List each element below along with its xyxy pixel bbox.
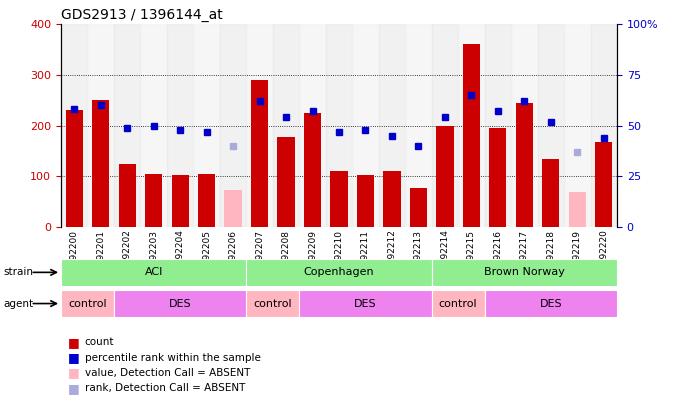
Text: ■: ■ xyxy=(68,336,79,349)
Bar xyxy=(193,24,220,227)
Bar xyxy=(353,24,379,227)
Bar xyxy=(330,171,348,227)
Bar xyxy=(463,44,480,227)
Bar xyxy=(485,24,511,227)
Bar xyxy=(198,174,215,227)
Bar xyxy=(299,24,325,227)
Bar xyxy=(538,24,564,227)
Bar xyxy=(511,24,538,227)
Bar xyxy=(87,24,114,227)
Bar xyxy=(172,175,188,227)
Bar xyxy=(114,290,246,317)
Text: DES: DES xyxy=(540,298,562,309)
Bar xyxy=(490,128,506,227)
Text: DES: DES xyxy=(169,298,191,309)
Text: percentile rank within the sample: percentile rank within the sample xyxy=(85,353,260,362)
Text: Copenhagen: Copenhagen xyxy=(304,267,374,277)
Bar xyxy=(595,142,612,227)
Text: strain: strain xyxy=(3,267,33,277)
Bar xyxy=(273,24,299,227)
Bar xyxy=(410,188,427,227)
Text: control: control xyxy=(254,298,292,309)
Bar xyxy=(114,24,140,227)
Bar xyxy=(119,164,136,227)
Bar xyxy=(220,24,246,227)
Bar xyxy=(145,174,162,227)
Bar xyxy=(140,24,167,227)
Bar xyxy=(325,24,353,227)
Bar xyxy=(564,24,591,227)
Bar xyxy=(246,259,432,286)
Text: control: control xyxy=(68,298,107,309)
Text: value, Detection Call = ABSENT: value, Detection Call = ABSENT xyxy=(85,368,250,378)
Bar xyxy=(432,24,458,227)
Bar xyxy=(66,111,83,227)
Bar xyxy=(61,259,246,286)
Bar xyxy=(591,24,617,227)
Bar xyxy=(246,290,299,317)
Bar xyxy=(569,192,586,227)
Bar xyxy=(357,175,374,227)
Bar xyxy=(437,126,454,227)
Bar xyxy=(383,171,401,227)
Bar xyxy=(92,100,109,227)
Bar xyxy=(516,103,533,227)
Bar xyxy=(379,24,405,227)
Text: rank, Detection Call = ABSENT: rank, Detection Call = ABSENT xyxy=(85,384,245,393)
Text: count: count xyxy=(85,337,115,347)
Bar xyxy=(458,24,485,227)
Text: Brown Norway: Brown Norway xyxy=(484,267,565,277)
Text: ACI: ACI xyxy=(144,267,163,277)
Bar xyxy=(542,160,559,227)
Bar xyxy=(61,290,114,317)
Bar xyxy=(251,80,268,227)
Bar xyxy=(61,24,87,227)
Bar xyxy=(432,259,617,286)
Bar xyxy=(405,24,432,227)
Bar xyxy=(277,137,295,227)
Bar xyxy=(224,190,241,227)
Bar xyxy=(485,290,617,317)
Text: control: control xyxy=(439,298,477,309)
Text: DES: DES xyxy=(354,298,377,309)
Bar xyxy=(304,113,321,227)
Text: ■: ■ xyxy=(68,367,79,379)
Bar xyxy=(432,290,485,317)
Text: ■: ■ xyxy=(68,382,79,395)
Text: agent: agent xyxy=(3,299,33,309)
Bar xyxy=(299,290,432,317)
Bar xyxy=(246,24,273,227)
Bar xyxy=(167,24,193,227)
Text: GDS2913 / 1396144_at: GDS2913 / 1396144_at xyxy=(61,8,223,22)
Text: ■: ■ xyxy=(68,351,79,364)
